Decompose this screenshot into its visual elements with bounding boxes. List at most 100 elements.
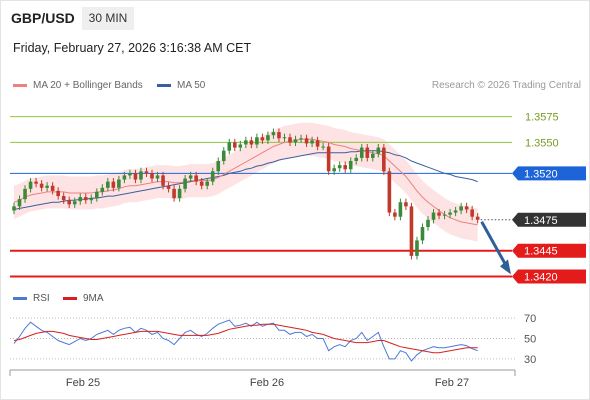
level-text-1.3445: 1.3445 bbox=[524, 246, 558, 258]
level-tag-1.3445 bbox=[512, 243, 586, 258]
candle-body bbox=[216, 160, 221, 172]
level-tag-1.3420 bbox=[512, 269, 586, 284]
candle-body bbox=[431, 212, 436, 220]
candle-body bbox=[194, 175, 198, 182]
currency-pair-title: GBP/USD bbox=[11, 10, 75, 26]
candle-body bbox=[188, 175, 193, 179]
candle-body bbox=[321, 146, 325, 148]
candle-body bbox=[244, 140, 248, 145]
ma20-swatch bbox=[13, 84, 27, 87]
candle-body bbox=[144, 171, 149, 174]
level-label-1.3520: 1.3520 bbox=[512, 166, 586, 181]
candle-body bbox=[464, 206, 469, 210]
ma9-swatch bbox=[63, 297, 77, 300]
candle-body bbox=[266, 135, 270, 141]
candle-body bbox=[177, 188, 182, 199]
candle-body bbox=[12, 206, 16, 211]
candle-body bbox=[17, 199, 22, 207]
candle-body bbox=[315, 140, 320, 147]
candle-body bbox=[238, 144, 243, 148]
candle-body bbox=[415, 240, 419, 256]
level-text-1.3550: 1.3550 bbox=[525, 137, 559, 149]
candle-body bbox=[117, 179, 121, 188]
candle-body bbox=[111, 181, 116, 188]
research-credit: Research © 2026 Trading Central bbox=[431, 80, 581, 91]
level-label-1.3475: 1.3475 bbox=[512, 212, 586, 227]
candle-body bbox=[437, 212, 441, 216]
level-label-1.3420: 1.3420 bbox=[512, 269, 586, 284]
candle-body bbox=[139, 171, 143, 180]
candle-body bbox=[354, 157, 359, 161]
candle-body bbox=[72, 201, 77, 205]
legend-ma50: MA 50 bbox=[157, 80, 205, 91]
candle-body bbox=[475, 216, 480, 220]
candle-body bbox=[288, 137, 292, 143]
level-text-1.3475: 1.3475 bbox=[524, 215, 558, 227]
candle-body bbox=[150, 173, 154, 179]
candle-body bbox=[387, 171, 392, 213]
candle-body bbox=[67, 200, 71, 205]
candle-body bbox=[398, 202, 403, 217]
report-datetime: Friday, February 27, 2026 3:16:38 AM CET bbox=[13, 41, 252, 55]
level-text-1.3575: 1.3575 bbox=[525, 112, 559, 124]
candle-body bbox=[299, 138, 303, 140]
timeframe-button[interactable]: 30 MIN bbox=[82, 7, 134, 30]
candle-body bbox=[453, 210, 458, 213]
ma20-label: MA 20 + Bollinger Bands bbox=[33, 80, 143, 91]
candle-body bbox=[50, 185, 55, 191]
level-label-1.3445: 1.3445 bbox=[512, 243, 586, 258]
candle-body bbox=[155, 175, 160, 179]
candle-body bbox=[161, 175, 165, 186]
candle-body bbox=[260, 137, 265, 141]
rsi-9ma-line bbox=[13, 323, 478, 354]
candle-body bbox=[310, 140, 314, 144]
candle-body bbox=[442, 214, 447, 216]
candle-body bbox=[409, 206, 414, 256]
candle-body bbox=[332, 168, 336, 172]
candle-body bbox=[83, 197, 88, 201]
legend-9ma: 9MA bbox=[63, 293, 104, 304]
forecast-arrow-head bbox=[500, 259, 511, 275]
candle-body bbox=[23, 188, 27, 200]
rsi-tick-50: 50 bbox=[524, 334, 536, 346]
candle-body bbox=[393, 212, 397, 217]
candle-body bbox=[343, 165, 347, 170]
candle-body bbox=[382, 147, 386, 172]
rsi-swatch bbox=[13, 297, 27, 300]
x-tick-label-feb-25: Feb 25 bbox=[66, 377, 100, 389]
level-tag-1.3475 bbox=[512, 212, 586, 227]
candle-body bbox=[61, 196, 66, 201]
candle-body bbox=[166, 185, 171, 189]
candle-body bbox=[426, 219, 430, 228]
candle-body bbox=[39, 183, 44, 188]
candle-body bbox=[133, 173, 138, 180]
level-text-1.3420: 1.3420 bbox=[524, 272, 558, 284]
candle-body bbox=[337, 165, 342, 169]
ma50-label: MA 50 bbox=[177, 80, 206, 91]
candle-body bbox=[277, 132, 281, 139]
candle-body bbox=[227, 142, 232, 151]
candle-body bbox=[371, 153, 375, 158]
candle-body bbox=[470, 209, 474, 217]
candle-body bbox=[326, 146, 331, 172]
candle-body bbox=[106, 181, 110, 188]
ma9-label: 9MA bbox=[83, 293, 104, 304]
candle-body bbox=[282, 137, 287, 139]
forecast-arrow-shaft bbox=[480, 221, 508, 267]
candle-body bbox=[45, 185, 49, 188]
candle-body bbox=[210, 171, 215, 182]
candle-body bbox=[255, 137, 259, 145]
candle-body bbox=[448, 212, 452, 215]
candle-body bbox=[420, 227, 425, 241]
candle-body bbox=[122, 175, 127, 180]
candle-body bbox=[249, 140, 254, 145]
candle-body bbox=[205, 181, 209, 186]
candle-body bbox=[56, 190, 60, 197]
candles bbox=[12, 128, 480, 260]
candle-body bbox=[199, 181, 204, 186]
candle-body bbox=[28, 181, 33, 189]
candle-body bbox=[34, 181, 38, 184]
candle-body bbox=[348, 160, 353, 170]
candle-body bbox=[183, 178, 187, 189]
